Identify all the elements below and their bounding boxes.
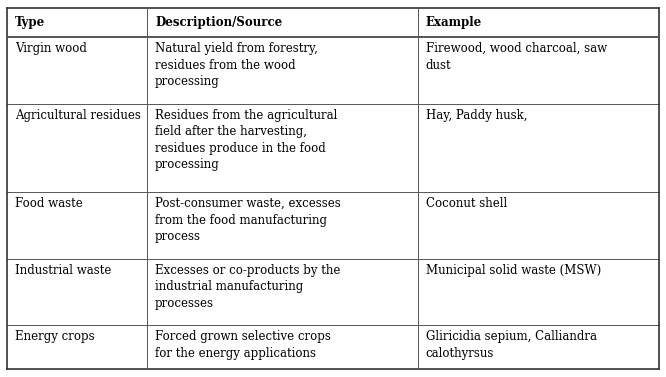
Text: Municipal solid waste (MSW): Municipal solid waste (MSW): [426, 264, 601, 277]
Text: Gliricidia sepium, Calliandra
calothyrsus: Gliricidia sepium, Calliandra calothyrsu…: [426, 330, 597, 360]
Text: Industrial waste: Industrial waste: [15, 264, 111, 277]
Text: Firewood, wood charcoal, saw
dust: Firewood, wood charcoal, saw dust: [426, 42, 607, 72]
Text: Residues from the agricultural
field after the harvesting,
residues produce in t: Residues from the agricultural field aft…: [155, 109, 338, 171]
Text: Virgin wood: Virgin wood: [15, 42, 87, 55]
Text: Energy crops: Energy crops: [15, 330, 95, 343]
Text: Post-consumer waste, excesses
from the food manufacturing
process: Post-consumer waste, excesses from the f…: [155, 197, 341, 243]
Text: Coconut shell: Coconut shell: [426, 197, 507, 210]
Text: Food waste: Food waste: [15, 197, 83, 210]
Text: Excesses or co-products by the
industrial manufacturing
processes: Excesses or co-products by the industria…: [155, 264, 340, 310]
Text: Natural yield from forestry,
residues from the wood
processing: Natural yield from forestry, residues fr…: [155, 42, 318, 88]
Text: Forced grown selective crops
for the energy applications: Forced grown selective crops for the ene…: [155, 330, 331, 360]
Text: Example: Example: [426, 16, 482, 29]
Text: Description/Source: Description/Source: [155, 16, 282, 29]
Text: Hay, Paddy husk,: Hay, Paddy husk,: [426, 109, 527, 121]
Text: Agricultural residues: Agricultural residues: [15, 109, 141, 121]
Text: Type: Type: [15, 16, 45, 29]
